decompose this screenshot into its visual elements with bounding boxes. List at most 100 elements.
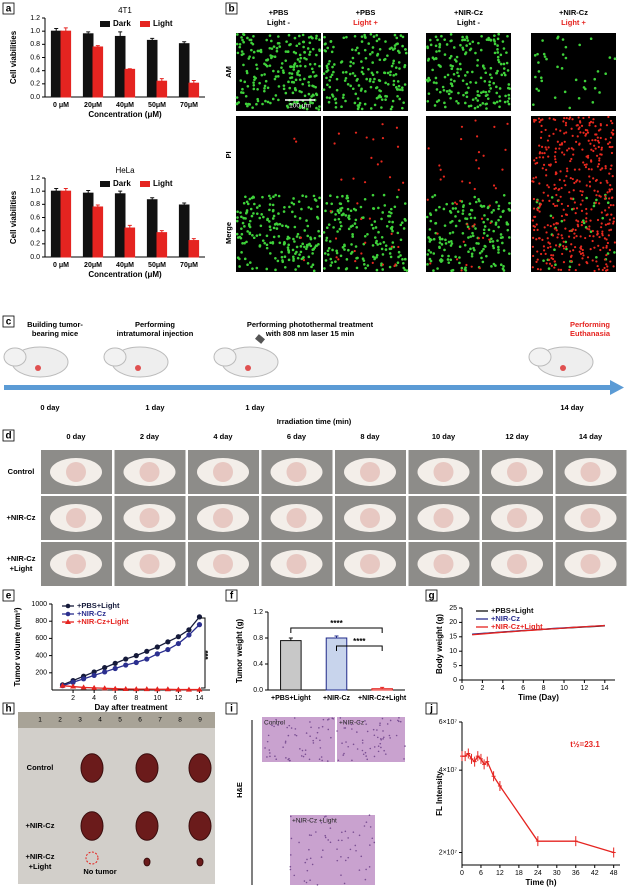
nucleus <box>316 883 319 886</box>
bar <box>371 688 393 691</box>
cell <box>429 251 433 254</box>
error-bar <box>118 31 123 37</box>
cell <box>312 70 315 74</box>
mouse-skin <box>507 462 527 482</box>
cell <box>266 218 269 222</box>
nucleus <box>329 827 332 829</box>
cell <box>271 209 275 213</box>
cell <box>298 53 302 57</box>
cell <box>474 81 478 84</box>
cell <box>298 106 302 110</box>
mouse-skin <box>360 554 380 574</box>
nucleus <box>318 758 321 761</box>
cell <box>269 241 272 245</box>
cell <box>435 100 439 103</box>
nucleus <box>264 747 266 749</box>
cell <box>555 204 559 207</box>
cell <box>389 226 393 230</box>
cell <box>348 72 352 76</box>
y-tick-label: 6×10⁷ <box>439 719 458 726</box>
cell <box>535 238 538 241</box>
cell <box>334 260 337 263</box>
x-tick-label: 8 <box>542 685 546 692</box>
cell <box>611 196 614 199</box>
cell <box>467 104 471 108</box>
cell <box>552 223 555 226</box>
cell <box>452 46 456 49</box>
step-label: Performing <box>135 320 175 329</box>
cell <box>237 101 241 104</box>
cell <box>539 136 543 140</box>
cell <box>531 266 534 269</box>
cell <box>575 124 578 127</box>
cell <box>541 152 544 155</box>
cell <box>442 207 446 211</box>
legend-label: Dark <box>113 19 131 28</box>
cell <box>286 106 290 109</box>
cell <box>311 252 314 255</box>
cell <box>317 229 320 233</box>
cell <box>432 81 436 84</box>
cell <box>292 197 295 200</box>
cell <box>542 245 546 248</box>
x-axis-label: Concentration (μM) <box>88 110 162 119</box>
micrograph <box>323 116 408 194</box>
cell <box>588 185 592 188</box>
cell <box>570 259 573 263</box>
cell <box>484 90 488 94</box>
cell <box>277 85 281 88</box>
cell <box>563 153 566 156</box>
cell <box>396 42 399 46</box>
cell <box>458 219 461 223</box>
ruler-number: 4 <box>98 717 102 724</box>
cell <box>482 231 486 235</box>
nucleus <box>269 755 271 758</box>
cell <box>535 223 538 226</box>
cell <box>589 230 593 233</box>
y-tick-label: 1.2 <box>30 15 40 22</box>
cell <box>386 54 389 57</box>
cell <box>249 207 253 211</box>
timeline-bar <box>4 385 610 390</box>
cell <box>580 193 584 197</box>
cell <box>379 95 383 99</box>
nucleus <box>329 841 332 844</box>
day-header: 2 day <box>140 432 160 441</box>
cell <box>364 36 367 39</box>
cell <box>560 234 563 237</box>
cell <box>533 159 536 162</box>
nucleus <box>268 749 271 751</box>
nucleus <box>337 839 340 842</box>
cell <box>495 100 499 104</box>
cell <box>302 259 306 262</box>
cell <box>479 91 483 94</box>
cell <box>612 220 615 223</box>
cell <box>600 222 603 225</box>
cell <box>377 79 381 82</box>
cell <box>272 235 276 239</box>
cell <box>396 88 400 91</box>
cell <box>546 194 550 197</box>
nucleus <box>373 841 376 844</box>
cell <box>330 202 334 206</box>
error-bar <box>95 204 100 207</box>
nucleus <box>376 736 379 739</box>
cell <box>611 133 615 136</box>
cell <box>429 259 433 263</box>
cell <box>473 248 476 252</box>
ruler-number: 9 <box>198 717 202 724</box>
cell <box>458 256 461 259</box>
cell <box>599 181 602 184</box>
cell <box>426 46 429 50</box>
cell <box>308 50 312 54</box>
cell <box>448 89 451 92</box>
cell <box>236 33 239 36</box>
cell <box>380 98 384 101</box>
cell <box>562 247 566 250</box>
cell <box>604 72 607 75</box>
cell <box>384 248 388 251</box>
nucleus <box>352 743 355 746</box>
cell <box>471 231 474 235</box>
cell <box>604 138 607 141</box>
cell <box>473 106 477 110</box>
